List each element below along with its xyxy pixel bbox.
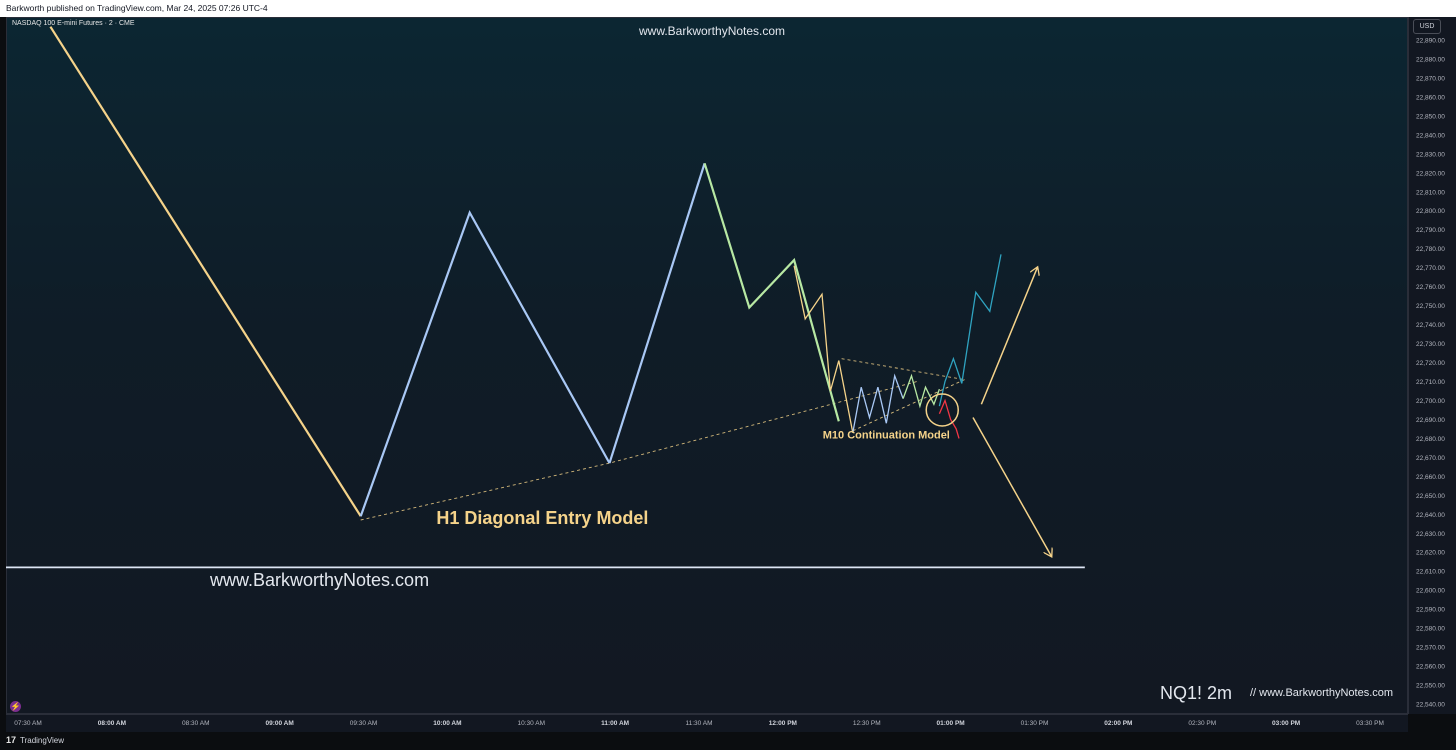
symbol-title[interactable]: NASDAQ 100 E-mini Futures · 2 · CME <box>12 20 135 27</box>
time-tick-label: 12:30 PM <box>853 720 881 727</box>
time-tick-label: 07:30 AM <box>14 720 41 727</box>
dashed-trendline <box>852 379 965 432</box>
price-tick-label: 22,650.00 <box>1416 493 1445 500</box>
price-tick-label: 22,780.00 <box>1416 246 1445 253</box>
price-tick-label: 22,810.00 <box>1416 189 1445 196</box>
footer-label: TradingView <box>20 736 65 745</box>
time-tick-label: 02:30 PM <box>1188 720 1216 727</box>
watermark-bottom-right: // www.BarkworthyNotes.com <box>1250 687 1393 699</box>
time-tick-label: 09:00 AM <box>265 720 293 727</box>
price-tick-label: 22,710.00 <box>1416 379 1445 386</box>
watermark-bottom-left: www.BarkworthyNotes.com <box>209 570 429 590</box>
price-tick-label: 22,760.00 <box>1416 284 1445 291</box>
price-tick-label: 22,790.00 <box>1416 227 1445 234</box>
price-tick-label: 22,840.00 <box>1416 132 1445 139</box>
price-path-series <box>703 162 840 422</box>
price-tick-label: 22,860.00 <box>1416 94 1445 101</box>
projection-arrow <box>980 268 1037 405</box>
publisher-text: Barkworth published on TradingView.com, … <box>6 3 268 13</box>
price-tick-label: 22,580.00 <box>1416 626 1445 633</box>
time-tick-label: 10:30 AM <box>518 720 545 727</box>
price-tick-label: 22,700.00 <box>1416 398 1445 405</box>
price-tick-label: 22,800.00 <box>1416 208 1445 215</box>
price-tick-label: 22,560.00 <box>1416 664 1445 671</box>
price-tick-label: 22,610.00 <box>1416 569 1445 576</box>
price-tick-label: 22,770.00 <box>1416 265 1445 272</box>
price-tick-label: 22,570.00 <box>1416 645 1445 652</box>
price-path-series <box>852 373 904 433</box>
time-tick-label: 03:30 PM <box>1356 720 1384 727</box>
time-tick-label: 09:30 AM <box>350 720 377 727</box>
time-tick-label: 12:00 PM <box>769 720 797 727</box>
tradingview-logo-icon: 17 <box>6 735 17 745</box>
price-tick-label: 22,600.00 <box>1416 588 1445 595</box>
publisher-bar: Barkworth published on TradingView.com, … <box>0 0 1456 17</box>
time-tick-label: 02:00 PM <box>1104 720 1132 727</box>
price-tick-label: 22,620.00 <box>1416 550 1445 557</box>
projection-arrow <box>972 417 1051 556</box>
price-tick-label: 22,670.00 <box>1416 455 1445 462</box>
price-tick-label: 22,820.00 <box>1416 170 1445 177</box>
price-tick-label: 22,870.00 <box>1416 75 1445 82</box>
price-tick-label: 22,730.00 <box>1416 341 1445 348</box>
ticker-watermark: NQ1! 2m <box>1160 683 1232 703</box>
annotation-m10: M10 Continuation Model <box>823 429 950 441</box>
price-path-series <box>902 373 941 409</box>
price-tick-label: 22,740.00 <box>1416 322 1445 329</box>
annotation-h1: H1 Diagonal Entry Model <box>436 508 648 528</box>
time-tick-label: 03:00 PM <box>1272 720 1300 727</box>
time-tick-label: 08:30 AM <box>182 720 209 727</box>
price-tick-label: 22,540.00 <box>1416 702 1445 709</box>
time-tick-label: 01:00 PM <box>937 720 965 727</box>
price-tick-label: 22,720.00 <box>1416 360 1445 367</box>
price-path-series <box>793 265 854 433</box>
watermark-top: www.BarkworthyNotes.com <box>639 24 786 38</box>
price-tick-label: 22,630.00 <box>1416 531 1445 538</box>
dashed-trendline <box>360 381 918 521</box>
price-tick-label: 22,640.00 <box>1416 512 1445 519</box>
price-tick-label: 22,750.00 <box>1416 303 1445 310</box>
price-path-series <box>359 209 611 517</box>
price-path-series <box>938 254 1002 407</box>
time-tick-label: 10:00 AM <box>433 720 461 727</box>
price-path-series <box>608 162 706 464</box>
drawings-layer: H1 Diagonal Entry Model M10 Continuation … <box>6 26 1085 569</box>
highlight-circle <box>925 393 959 427</box>
dashed-trendline <box>841 358 965 381</box>
price-tick-label: 22,590.00 <box>1416 607 1445 614</box>
currency-badge[interactable]: USD <box>1413 19 1441 34</box>
price-tick-label: 22,890.00 <box>1416 38 1445 45</box>
footer-bar <box>0 732 1456 750</box>
price-tick-label: 22,680.00 <box>1416 436 1445 443</box>
price-tick-label: 22,850.00 <box>1416 113 1445 120</box>
price-tick-label: 22,690.00 <box>1416 417 1445 424</box>
price-path-series <box>49 26 362 517</box>
time-axis[interactable] <box>6 714 1408 732</box>
time-tick-label: 11:00 AM <box>601 720 629 727</box>
price-tick-label: 22,830.00 <box>1416 151 1445 158</box>
price-axis[interactable] <box>1408 17 1456 714</box>
time-tick-label: 08:00 AM <box>98 720 126 727</box>
price-tick-label: 22,880.00 <box>1416 56 1445 63</box>
chart-pane[interactable] <box>6 17 1408 714</box>
price-path-series <box>938 398 960 439</box>
time-tick-label: 11:30 AM <box>686 720 713 727</box>
price-tick-label: 22,550.00 <box>1416 683 1445 690</box>
bolt-icon[interactable]: ⚡ <box>10 701 21 712</box>
price-tick-label: 22,660.00 <box>1416 474 1445 481</box>
time-tick-label: 01:30 PM <box>1021 720 1049 727</box>
